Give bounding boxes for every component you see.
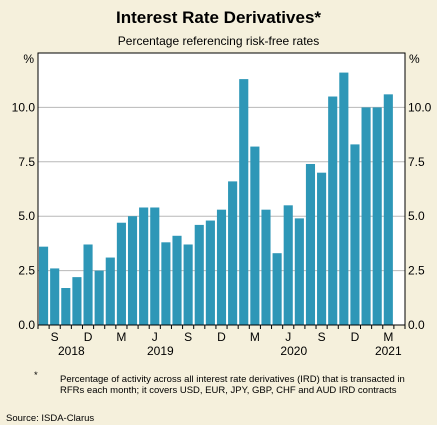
x-tick-label: M	[250, 330, 260, 344]
x-tick-label: D	[84, 330, 93, 344]
bar	[239, 79, 249, 325]
y-axis-unit-right: %	[409, 52, 420, 66]
x-year-label: 2021	[375, 344, 402, 358]
x-tick-label: M	[383, 330, 393, 344]
x-tick-label: S	[318, 330, 326, 344]
y-tick-label-left: 10.0	[12, 100, 36, 114]
bar	[94, 270, 104, 325]
bar	[328, 96, 338, 326]
y-tick-label-right: 10.0	[408, 100, 432, 114]
y-tick-label-left: 7.5	[18, 155, 35, 169]
bar	[50, 268, 60, 325]
chart-subtitle: Percentage referencing risk-free rates	[117, 34, 320, 48]
bar	[116, 222, 126, 325]
y-tick-label-right: 5.0	[408, 209, 425, 223]
footnote-text: Percentage of activity across all intere…	[60, 374, 405, 396]
bar	[261, 209, 271, 325]
bar-chart: 0.0 0.0 2.5 2.5 5.0 5.0 7.5 7.5 10.0 10.0% % S D M J S D…	[12, 52, 432, 358]
y-tick-label-right: 2.5	[408, 264, 425, 278]
bar	[150, 207, 160, 325]
x-tick-label: D	[351, 330, 360, 344]
x-tick-label: D	[217, 330, 226, 344]
y-tick-label-left: 5.0	[18, 209, 35, 223]
y-tick-label-right: 0.0	[408, 318, 425, 332]
bar	[194, 224, 204, 325]
bar	[161, 242, 171, 325]
bar	[216, 209, 227, 325]
bar	[250, 146, 260, 325]
bar	[205, 220, 215, 325]
bar	[339, 72, 349, 325]
bar	[127, 216, 138, 325]
y-axis-unit-left: %	[23, 52, 34, 66]
bar	[383, 94, 393, 326]
bar	[361, 107, 371, 326]
x-year-label: 2020	[280, 344, 307, 358]
x-tick-label: S	[51, 330, 59, 344]
x-tick-label: J	[152, 330, 158, 344]
bar	[305, 163, 316, 325]
bar	[350, 144, 360, 325]
bar	[294, 218, 304, 325]
chart-title: Interest Rate Derivatives*	[115, 8, 322, 27]
x-tick-label: S	[184, 330, 192, 344]
bar	[283, 205, 293, 325]
y-tick-label-left: 2.5	[18, 264, 35, 278]
bar	[372, 107, 382, 326]
plot-frame	[37, 52, 406, 326]
x-tick-label: J	[285, 330, 291, 344]
bar	[317, 172, 327, 325]
y-tick-label-left: 0.0	[18, 318, 35, 332]
x-year-label: 2018	[58, 344, 85, 358]
bar	[172, 235, 182, 325]
footnote-marker: *	[34, 370, 38, 381]
bar	[83, 244, 93, 325]
bar	[39, 246, 49, 325]
bar	[228, 181, 238, 325]
x-tick-label: M	[116, 330, 126, 344]
bar	[139, 207, 149, 325]
bar	[272, 253, 282, 325]
bar	[105, 257, 115, 325]
y-tick-label-right: 7.5	[408, 155, 425, 169]
bar	[61, 288, 71, 325]
bar	[72, 277, 82, 325]
source-note: Source: ISDA-Clarus	[6, 413, 95, 424]
x-year-label: 2019	[147, 344, 174, 358]
bar	[183, 244, 193, 325]
